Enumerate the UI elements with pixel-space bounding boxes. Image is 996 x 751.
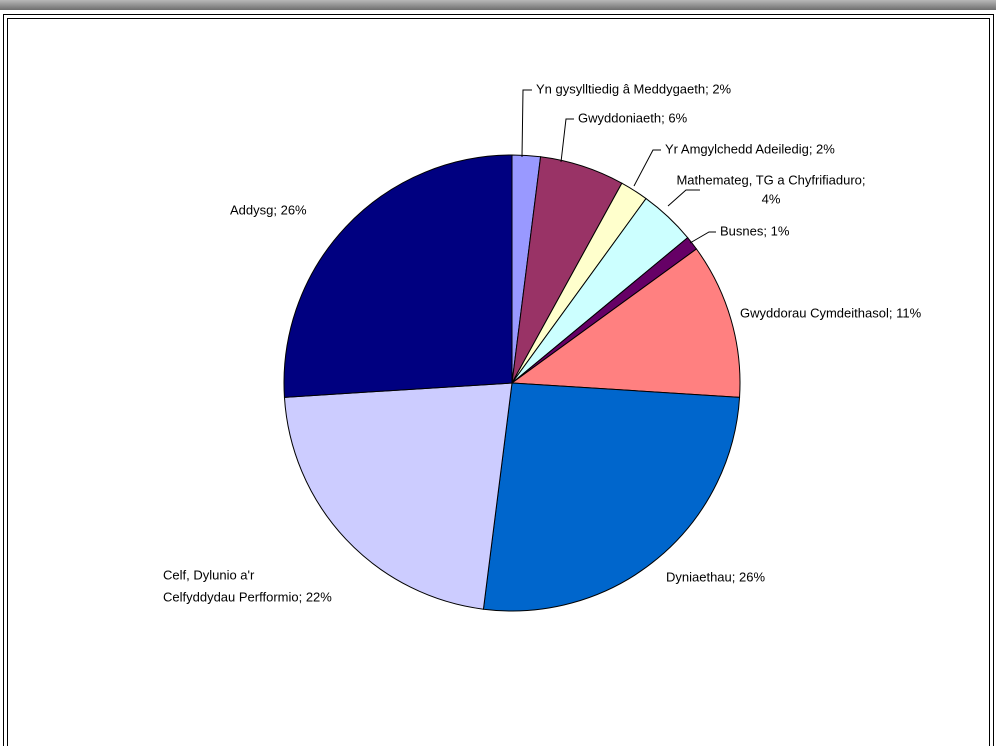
data-label: Addysg; 26% xyxy=(230,202,307,217)
outer-frame xyxy=(3,14,994,751)
data-label: Mathemateg, TG a Chyfrifiaduro; xyxy=(676,172,865,187)
data-label: Gwyddoniaeth; 6% xyxy=(578,110,688,125)
leader-line xyxy=(560,118,574,163)
top-bar xyxy=(0,0,996,10)
pie-slice xyxy=(482,382,741,612)
data-label: Celfyddydau Perfformio; 22% xyxy=(163,589,332,604)
data-label: Dyniaethau; 26% xyxy=(666,569,765,584)
data-label: Yr Amgylchedd Adeiledig; 2% xyxy=(665,141,835,156)
pie-slice xyxy=(283,154,513,398)
data-label: Busnes; 1% xyxy=(720,223,790,238)
leader-line xyxy=(689,231,716,244)
pie-slice xyxy=(510,248,741,398)
pie-slice xyxy=(283,382,513,610)
data-label: Yn gysylltiedig â Meddygaeth; 2% xyxy=(536,81,732,96)
leader-line xyxy=(521,89,532,158)
data-label: Celf, Dylunio a'r xyxy=(163,567,255,582)
inner-frame xyxy=(7,18,990,751)
data-label: 4% xyxy=(762,191,781,206)
leader-line xyxy=(633,149,661,187)
leader-line xyxy=(667,189,700,207)
data-label: Gwyddorau Cymdeithasol; 11% xyxy=(740,305,922,320)
